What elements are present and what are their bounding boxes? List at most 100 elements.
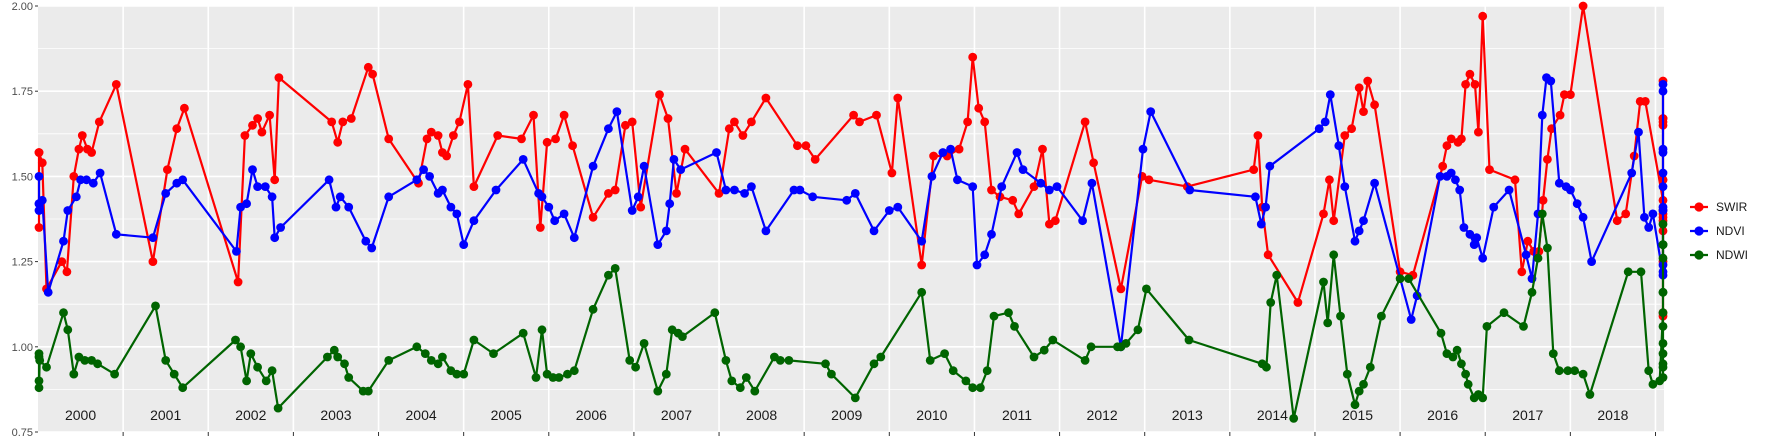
data-point-ndvi [1146, 107, 1156, 116]
data-point-ndvi [1350, 236, 1360, 246]
legend-item-ndwi: NDWI [1690, 248, 1748, 262]
legend-label: SWIR [1716, 200, 1748, 214]
data-point-swir [1461, 80, 1470, 89]
data-point-ndwi [161, 356, 171, 365]
data-point-ndvi [419, 165, 428, 175]
data-point-ndwi [1499, 308, 1509, 318]
data-point-ndvi [161, 189, 171, 198]
data-point-ndvi [63, 206, 73, 215]
data-point-ndwi [420, 349, 430, 358]
data-point-swir [1144, 175, 1154, 185]
data-point-ndvi [1078, 216, 1087, 226]
data-point-ndwi [750, 386, 760, 396]
year-label: 2001 [150, 407, 181, 423]
data-point-ndvi [1658, 182, 1668, 192]
data-point-ndwi [1543, 243, 1552, 253]
data-point-ndvi [1314, 124, 1324, 134]
data-point-ndwi [1658, 322, 1668, 331]
data-point-swir [801, 141, 811, 151]
data-point-ndwi [940, 349, 949, 358]
y-tick-label: 1.25 [12, 257, 33, 269]
data-point-swir [493, 131, 503, 140]
data-point-ndwi [554, 373, 564, 382]
data-point-ndwi [1478, 393, 1488, 403]
data-point-ndvi [1455, 185, 1465, 195]
data-point-ndvi [276, 223, 285, 232]
data-point-ndvi [1566, 185, 1575, 195]
data-point-ndwi [426, 356, 436, 365]
data-point-ndvi [1446, 168, 1456, 178]
data-point-swir [887, 168, 897, 178]
data-point-ndwi [1548, 349, 1558, 358]
data-point-swir [74, 144, 84, 154]
year-label: 2009 [831, 407, 862, 423]
data-point-ndwi [661, 369, 671, 379]
year-label: 2017 [1512, 407, 1543, 423]
data-point-ndwi [1658, 219, 1668, 229]
data-point-ndwi [344, 373, 354, 382]
data-point-ndvi [1459, 223, 1469, 232]
data-point-ndwi [1658, 339, 1668, 348]
data-point-ndvi [459, 240, 469, 250]
data-point-swir [1543, 155, 1552, 164]
data-point-ndvi [740, 189, 749, 198]
year-label: 2000 [65, 407, 96, 423]
y-axis: 0.75 1.00 1.25 1.50 1.75 2.00 [12, 1, 38, 439]
data-point-ndvi [653, 240, 663, 250]
data-point-ndvi [665, 199, 675, 209]
y-tick-label: 1.75 [12, 86, 33, 98]
data-point-ndvi [842, 195, 852, 205]
data-point-ndwi [169, 369, 179, 379]
data-point-swir [338, 117, 348, 127]
year-label: 2008 [746, 407, 777, 423]
data-point-ndwi [784, 356, 794, 365]
data-point-swir [87, 148, 96, 157]
data-point-ndvi [344, 202, 354, 212]
data-point-ndwi [735, 383, 745, 393]
data-point-swir [346, 114, 356, 123]
data-point-ndvi [612, 107, 622, 116]
data-point-ndvi [1370, 178, 1379, 188]
data-point-ndwi [989, 311, 999, 321]
data-point-ndwi [1289, 414, 1299, 423]
data-point-swir [270, 175, 280, 185]
data-point-swir [529, 110, 538, 120]
data-point-swir [363, 62, 373, 72]
data-point-swir [680, 144, 690, 154]
data-point-ndwi [1648, 379, 1658, 389]
data-point-swir [426, 127, 436, 137]
data-point-swir [1340, 131, 1350, 140]
data-point-ndvi [267, 192, 277, 202]
data-point-swir [1510, 175, 1520, 185]
data-point-ndvi [242, 199, 252, 209]
data-point-ndwi [678, 332, 687, 341]
data-point-swir [987, 185, 996, 195]
data-point-ndvi [469, 216, 479, 226]
data-point-ndwi [968, 383, 978, 393]
data-point-ndvi [1537, 110, 1547, 120]
data-point-swir [621, 120, 630, 130]
data-point-ndwi [1350, 400, 1360, 410]
data-point-ndwi [1010, 322, 1019, 331]
data-point-ndwi [34, 383, 44, 393]
data-point-ndvi [1578, 212, 1588, 222]
data-point-swir [655, 90, 664, 99]
data-point-ndvi [927, 172, 937, 181]
data-point-ndwi [1359, 379, 1368, 389]
data-point-ndvi [1018, 165, 1028, 175]
data-point-ndvi [1340, 182, 1350, 192]
series-ndwi [34, 209, 1668, 423]
data-point-ndwi [976, 383, 985, 393]
data-point-swir [1263, 250, 1273, 260]
y-tick-label: 1.50 [12, 171, 33, 183]
data-point-ndwi [93, 359, 102, 369]
data-point-ndwi [741, 373, 751, 382]
data-point-ndvi [260, 182, 270, 192]
data-point-swir [1038, 144, 1047, 154]
data-point-ndwi [588, 304, 598, 314]
data-point-swir [636, 202, 646, 212]
data-point-ndwi [721, 356, 731, 365]
data-point-ndwi [1482, 322, 1492, 331]
data-point-ndvi [34, 206, 44, 215]
data-point-ndvi [1658, 168, 1668, 178]
